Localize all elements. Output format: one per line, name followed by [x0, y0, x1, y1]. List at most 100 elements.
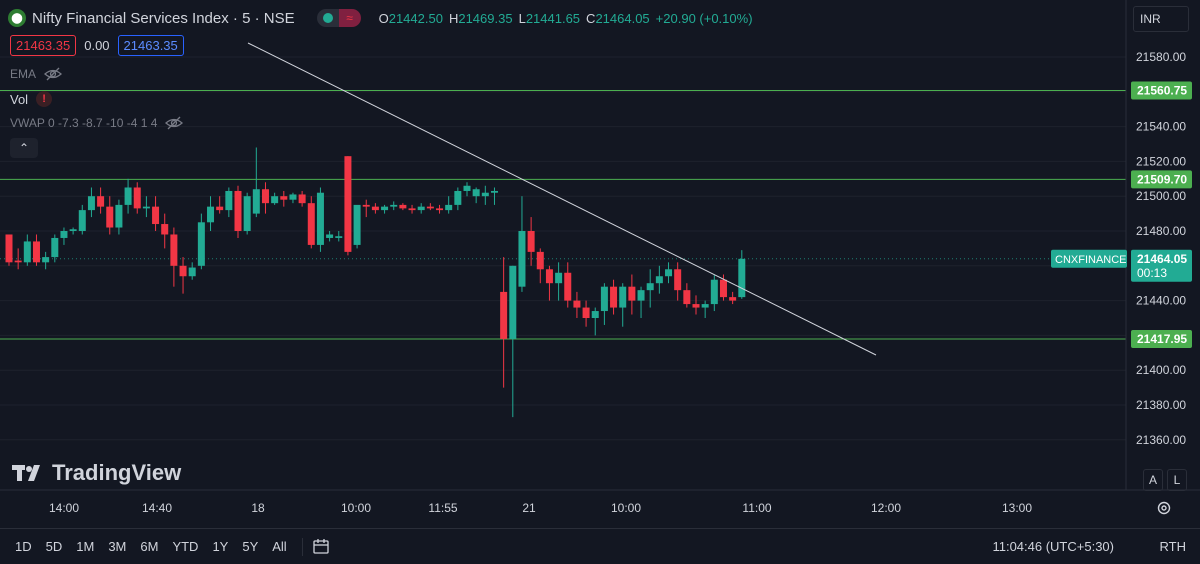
price-label-text: 21509.70	[1137, 172, 1187, 186]
trade-bar: 21463.35 0.00 21463.35	[10, 35, 184, 56]
candle-body	[133, 187, 141, 209]
candle-body	[216, 206, 224, 211]
clock-timezone[interactable]: 11:04:46 (UTC+5:30)	[992, 539, 1114, 554]
candle-body	[426, 206, 434, 209]
warning-icon[interactable]: !	[36, 91, 53, 107]
time-tick-label: 12:00	[871, 501, 901, 515]
candle-body	[344, 156, 352, 252]
candle-body	[152, 206, 160, 225]
last-price-text: 21464.05	[1137, 252, 1187, 266]
candle-body	[243, 196, 251, 231]
candle-body	[170, 234, 178, 266]
candle-body	[710, 279, 718, 305]
candle-body	[14, 260, 22, 263]
candle-body	[307, 203, 315, 245]
candle-body	[738, 258, 746, 298]
hidden-eye-icon[interactable]	[165, 116, 184, 130]
candle-body	[124, 187, 132, 205]
time-tick-label: 10:00	[611, 501, 641, 515]
candle-body	[161, 224, 169, 235]
price-tick-label: 21580.00	[1136, 50, 1186, 64]
range-1y[interactable]: 1Y	[212, 539, 229, 554]
candle-body	[527, 231, 535, 252]
range-all[interactable]: All	[272, 539, 287, 554]
candle-body	[298, 194, 306, 204]
candle-body	[408, 208, 416, 211]
range-ytd[interactable]: YTD	[172, 539, 199, 554]
candle-body	[69, 229, 77, 231]
candle-body	[463, 185, 471, 191]
price-tick-label: 21380.00	[1136, 398, 1186, 412]
currency-selector[interactable]: INR	[1133, 6, 1189, 32]
candle-body	[436, 208, 444, 211]
log-scale-button[interactable]: L	[1167, 469, 1187, 491]
range-1m[interactable]: 1M	[76, 539, 95, 554]
market-status-pill[interactable]: ≈	[316, 9, 361, 27]
candle-body	[316, 192, 324, 245]
candle-body	[87, 196, 95, 211]
candle-body	[197, 222, 205, 266]
range-5d[interactable]: 5D	[45, 539, 63, 554]
session-rth[interactable]: RTH	[1159, 539, 1186, 554]
indicator-vwap[interactable]: VWAP 0 -7.3 -8.7 -10 -4 1 4	[10, 116, 184, 130]
candle-body	[362, 204, 370, 207]
price-tick-label: 21360.00	[1136, 433, 1186, 447]
candle-body	[252, 189, 260, 214]
candle-body	[335, 236, 343, 238]
candle-body	[188, 267, 196, 277]
candle-body	[665, 269, 673, 277]
buy-button[interactable]: 21463.35	[117, 35, 184, 56]
price-label-text: 21560.75	[1137, 83, 1187, 97]
time-tick-label: 10:00	[341, 501, 371, 515]
candle-body	[564, 272, 572, 301]
candle-body	[637, 290, 645, 301]
ohlc-values: O21442.50 H21469.35 L21441.65 C21464.05 …	[378, 10, 753, 26]
candle-body	[500, 291, 508, 339]
candle-body	[646, 283, 654, 291]
hidden-eye-icon[interactable]	[44, 67, 63, 81]
tradingview-logo: TradingView	[12, 460, 181, 486]
candle-body	[51, 237, 59, 258]
tv-logo-icon	[12, 465, 40, 481]
candle-body	[600, 286, 608, 312]
sell-button[interactable]: 21463.35	[10, 35, 77, 56]
candle-body	[115, 204, 123, 228]
candle-body	[674, 269, 682, 291]
range-1d[interactable]: 1D	[15, 539, 32, 554]
indicator-vol[interactable]: Vol !	[10, 91, 53, 107]
range-selector: 1D 5D 1M 3M 6M YTD 1Y 5Y All	[8, 539, 294, 554]
candle-body	[390, 204, 398, 207]
candle-body	[271, 196, 279, 204]
candle-body	[573, 300, 581, 308]
symbol-title[interactable]: Nifty Financial Services Index · 5 · NSE	[32, 9, 295, 27]
candle-body	[628, 286, 636, 301]
spread-value: 0.00	[84, 38, 110, 53]
price-tick-label: 21480.00	[1136, 224, 1186, 238]
range-3m[interactable]: 3M	[108, 539, 127, 554]
candle-body	[289, 194, 297, 200]
candle-body	[701, 304, 709, 308]
last-price-tag	[1131, 249, 1192, 282]
candle-body	[545, 269, 553, 284]
gear-icon[interactable]	[1156, 500, 1172, 516]
candle-body	[536, 251, 544, 270]
candle-body	[729, 297, 737, 301]
candle-body	[481, 192, 489, 197]
trend-line	[247, 42, 877, 356]
range-6m[interactable]: 6M	[140, 539, 159, 554]
calendar-goto-icon[interactable]	[311, 538, 331, 556]
range-5y[interactable]: 5Y	[242, 539, 259, 554]
indicator-ema[interactable]: EMA	[10, 67, 63, 81]
candle-body	[555, 272, 563, 284]
price-label-tag	[1131, 329, 1192, 348]
candle-body	[234, 190, 242, 231]
candle-body	[261, 189, 269, 204]
candle-body	[591, 311, 599, 318]
candle-body	[225, 190, 233, 211]
candle-body	[142, 206, 150, 209]
wave-icon: ≈	[338, 9, 361, 27]
candle-body	[445, 204, 453, 211]
collapse-indicators-button[interactable]: ⌃	[10, 138, 38, 158]
auto-scale-button[interactable]: A	[1143, 469, 1163, 491]
